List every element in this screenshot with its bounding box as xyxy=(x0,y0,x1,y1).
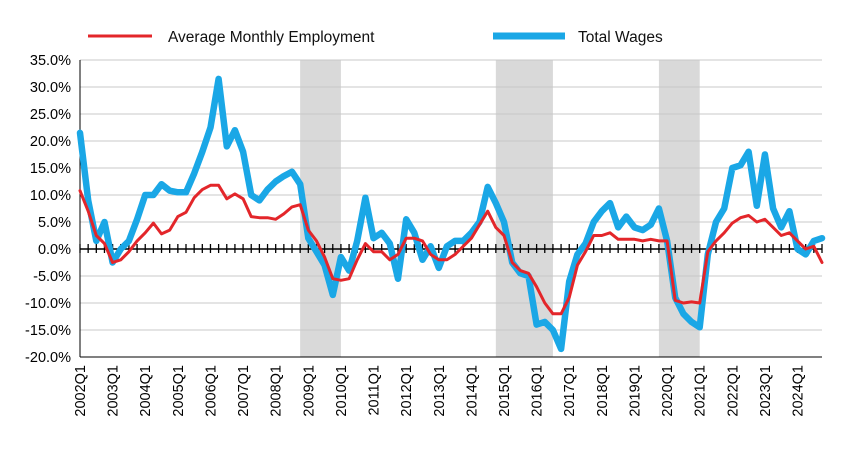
series-lines xyxy=(76,75,826,353)
shaded-periods xyxy=(300,60,700,357)
y-tick-label: 30.0% xyxy=(30,80,71,96)
y-tick-label: 10.0% xyxy=(30,188,71,204)
y-tick-label: -20.0% xyxy=(25,350,71,366)
x-tick-label: 2006Q1 xyxy=(203,365,219,417)
x-tick-label: 2009Q1 xyxy=(301,365,317,417)
y-tick-label: 20.0% xyxy=(30,134,71,150)
y-tick-label: 0.0% xyxy=(38,242,71,258)
y-tick-label: 35.0% xyxy=(30,53,71,69)
x-tick-label: 2016Q1 xyxy=(530,365,546,417)
x-tick-label: 2022Q1 xyxy=(725,365,741,417)
y-tick-label: 5.0% xyxy=(38,215,71,231)
y-tick-label: 15.0% xyxy=(30,161,71,177)
x-tick-label: 2017Q1 xyxy=(562,365,578,417)
x-tick-label: 2003Q1 xyxy=(106,365,122,417)
y-tick-label: -15.0% xyxy=(25,323,71,339)
x-tick-label: 2014Q1 xyxy=(464,365,480,417)
y-tick-label: -5.0% xyxy=(33,269,71,285)
x-tick-label: 2021Q1 xyxy=(693,365,709,417)
x-tick-label: 2015Q1 xyxy=(497,365,513,417)
wages-line xyxy=(76,75,826,353)
legend-label-wages: Total Wages xyxy=(578,29,663,46)
x-tick-label: 2007Q1 xyxy=(236,365,252,417)
x-tick-label: 2008Q1 xyxy=(269,365,285,417)
x-tick-label: 2013Q1 xyxy=(432,365,448,417)
x-tick-label: 2020Q1 xyxy=(660,365,676,417)
legend: Average Monthly Employment Total Wages xyxy=(88,29,663,46)
x-tick-label: 2002Q1 xyxy=(73,365,89,417)
x-tick-label: 2004Q1 xyxy=(138,365,154,417)
x-tick-label: 2018Q1 xyxy=(595,365,611,417)
x-tick-label: 2012Q1 xyxy=(399,365,415,417)
x-tick-label: 2011Q1 xyxy=(367,365,383,416)
y-tick-label: 25.0% xyxy=(30,107,71,123)
y-axis-tick-labels: 35.0% 30.0% 25.0% 20.0% 15.0% 10.0% 5.0% 0.0% -5… xyxy=(25,53,71,366)
x-axis-tick-labels: 2002Q1 2003Q1 2004Q1 2005Q1 2006Q1 2007Q1 2008… xyxy=(73,365,807,417)
x-tick-label: 2010Q1 xyxy=(334,365,350,417)
x-tick-label: 2023Q1 xyxy=(758,365,774,417)
x-tick-label: 2005Q1 xyxy=(171,365,187,417)
x-tick-label: 2024Q1 xyxy=(791,365,807,417)
y-tick-label: -10.0% xyxy=(25,296,71,312)
employment-line xyxy=(78,183,824,316)
legend-label-employment: Average Monthly Employment xyxy=(168,29,375,46)
shaded-period-2 xyxy=(495,60,553,357)
gridlines xyxy=(80,59,822,358)
axes xyxy=(79,60,823,358)
x-tick-label: 2019Q1 xyxy=(627,365,643,417)
